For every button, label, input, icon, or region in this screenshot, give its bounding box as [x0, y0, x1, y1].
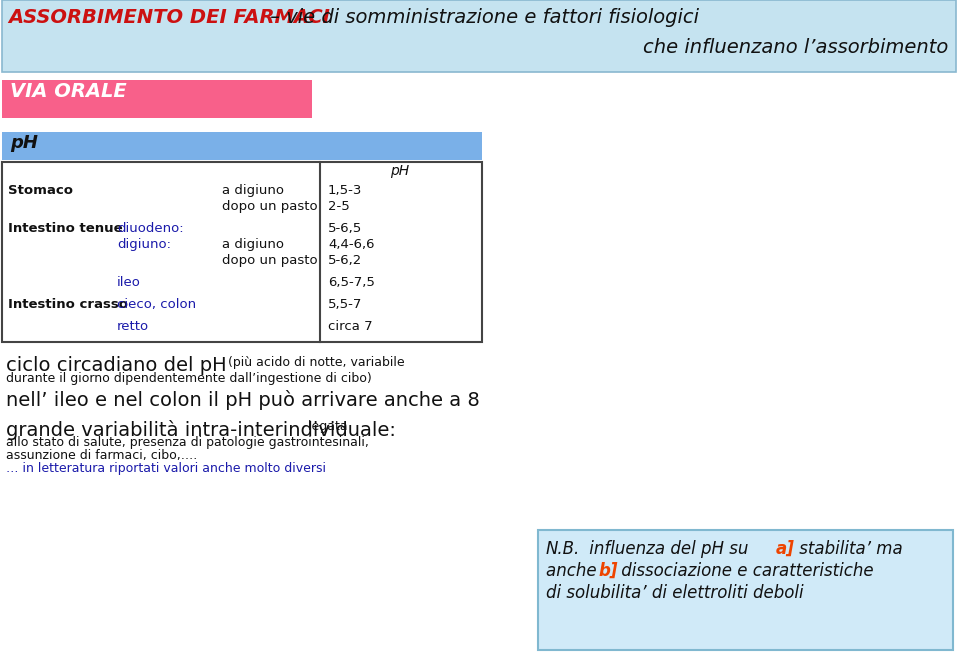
Text: pH: pH — [10, 134, 38, 152]
Text: a digiuno: a digiuno — [222, 184, 284, 197]
Text: legata: legata — [304, 420, 348, 433]
Text: VIA ORALE: VIA ORALE — [10, 82, 127, 101]
Text: cieco, colon: cieco, colon — [117, 298, 196, 311]
Text: dissociazione e caratteristiche: dissociazione e caratteristiche — [616, 562, 874, 580]
Text: – vie di somministrazione e fattori fisiologici: – vie di somministrazione e fattori fisi… — [264, 8, 699, 27]
Text: (più acido di notte, variabile: (più acido di notte, variabile — [224, 356, 404, 369]
Text: durante il giorno dipendentemente dall’ingestione di cibo): durante il giorno dipendentemente dall’i… — [6, 372, 372, 385]
Text: che influenzano l’assorbimento: che influenzano l’assorbimento — [643, 38, 948, 57]
Text: influenza del pH su: influenza del pH su — [584, 540, 754, 558]
Text: nell’ ileo e nel colon il pH può arrivare anche a 8: nell’ ileo e nel colon il pH può arrivar… — [6, 390, 480, 410]
Text: dopo un pasto: dopo un pasto — [222, 200, 318, 213]
Text: retto: retto — [117, 320, 149, 333]
Text: ASSORBIMENTO DEI FARMACI – vie di somministrazione e fattori fisiologici: ASSORBIMENTO DEI FARMACI – vie di sommin… — [8, 8, 732, 27]
Text: pH: pH — [391, 164, 410, 178]
Text: dopo un pasto: dopo un pasto — [222, 254, 318, 267]
Text: ASSORBIMENTO DEI FARMACI: ASSORBIMENTO DEI FARMACI — [8, 8, 330, 27]
Text: ciclo circadiano del pH: ciclo circadiano del pH — [6, 356, 227, 375]
Bar — [538, 530, 953, 650]
Bar — [2, 80, 312, 118]
Text: a digiuno: a digiuno — [222, 238, 284, 251]
Text: circa 7: circa 7 — [328, 320, 372, 333]
Bar — [2, 162, 482, 342]
Text: di solubilita’ di elettroliti deboli: di solubilita’ di elettroliti deboli — [546, 584, 804, 602]
Text: grande variabilità intra-interindividuale:: grande variabilità intra-interindividual… — [6, 420, 396, 440]
Text: ileo: ileo — [117, 276, 141, 289]
Text: anche: anche — [546, 562, 602, 580]
Text: a]: a] — [776, 540, 795, 558]
Text: Intestino tenue: Intestino tenue — [8, 222, 123, 235]
Text: Stomaco: Stomaco — [8, 184, 73, 197]
Text: 5,5-7: 5,5-7 — [328, 298, 362, 311]
Text: 6,5-7,5: 6,5-7,5 — [328, 276, 374, 289]
Text: … in letteratura riportati valori anche molto diversi: … in letteratura riportati valori anche … — [6, 462, 326, 475]
Bar — [2, 132, 482, 160]
Text: stabilita’ ma: stabilita’ ma — [794, 540, 902, 558]
Text: 1,5-3: 1,5-3 — [328, 184, 362, 197]
Text: allo stato di salute, presenza di patologie gastrointesinali,: allo stato di salute, presenza di patolo… — [6, 436, 369, 449]
Text: 4,4-6,6: 4,4-6,6 — [328, 238, 374, 251]
Text: 5-6,5: 5-6,5 — [328, 222, 362, 235]
Text: digiuno:: digiuno: — [117, 238, 171, 251]
Text: b]: b] — [598, 562, 617, 580]
Text: assunzione di farmaci, cibo,….: assunzione di farmaci, cibo,…. — [6, 449, 197, 462]
Text: 5-6,2: 5-6,2 — [328, 254, 362, 267]
Text: N.B.: N.B. — [546, 540, 580, 558]
Text: diuodeno:: diuodeno: — [117, 222, 183, 235]
Bar — [2, 0, 956, 72]
Text: 2-5: 2-5 — [328, 200, 349, 213]
Text: Intestino crasso: Intestino crasso — [8, 298, 128, 311]
